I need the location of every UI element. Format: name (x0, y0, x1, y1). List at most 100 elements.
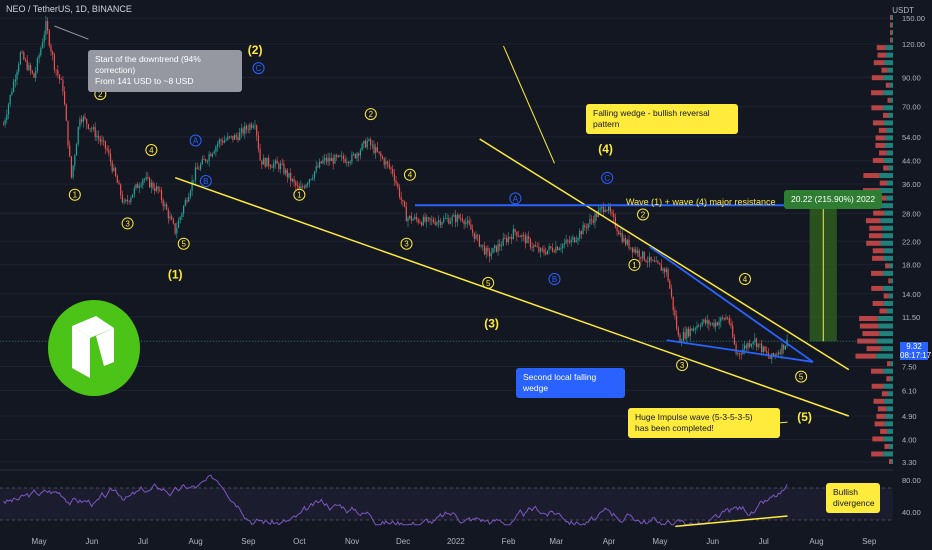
candle-body (218, 139, 220, 144)
candle-body (642, 251, 644, 259)
candle-body (184, 200, 186, 207)
candle-body (206, 160, 209, 162)
volume-bar (871, 451, 884, 457)
candle-body (177, 220, 180, 228)
candle-body (436, 222, 438, 225)
time-tick: Mar (549, 537, 563, 546)
candle-body (529, 238, 532, 248)
time-axis[interactable]: May Jun Jul Aug Sep Oct Nov Dec 2022 Feb Mar Apr May… (32, 537, 877, 546)
candle-body (121, 195, 124, 203)
candle-body (548, 246, 550, 251)
candle-body (660, 264, 662, 271)
candle-body (710, 323, 712, 325)
rsi-line (3, 474, 788, 526)
candle-body (485, 248, 487, 255)
candle-body (402, 199, 404, 202)
candle-body (36, 58, 39, 71)
candle-body (130, 197, 132, 202)
candle-body (443, 218, 445, 223)
candle-body (62, 79, 64, 92)
candle-body (176, 227, 178, 234)
volume-bar (872, 300, 884, 306)
candle-body (315, 166, 317, 172)
candle-body (400, 196, 402, 200)
candle-body (589, 219, 591, 224)
candle-body (392, 168, 394, 174)
volume-bar (886, 150, 893, 156)
candle-body (191, 180, 193, 191)
candle-body (693, 328, 695, 331)
volume-bar (890, 15, 892, 20)
volume-bar (882, 233, 893, 239)
candle-body (354, 153, 356, 159)
volume-bar (883, 248, 893, 254)
wave-label: 3 (404, 240, 409, 249)
candle-body (562, 244, 564, 249)
candle-body (738, 353, 741, 355)
candle-body (118, 182, 120, 185)
volume-bar (880, 240, 893, 246)
volume-bar (887, 180, 893, 186)
candle-body (468, 220, 470, 225)
candle-body (264, 158, 266, 167)
candle-body (242, 128, 244, 134)
price-axis[interactable]: 150.00 120.00 90.00 70.00 54.00 44.00 36.00 28.… (902, 14, 925, 517)
volume-bar (874, 421, 885, 427)
candle-body (75, 143, 78, 156)
candle-body (390, 167, 392, 169)
candle-body (764, 346, 766, 352)
abc-label: C (604, 174, 610, 183)
candle-body (667, 269, 669, 281)
volume-bar (862, 331, 880, 337)
candle-body (628, 239, 630, 249)
candle-body (137, 184, 139, 188)
candle-body (332, 158, 334, 164)
candle-body (155, 186, 158, 191)
price-tick: 6.10 (902, 387, 917, 396)
price-tick: 120.00 (902, 40, 925, 49)
candle-body (147, 176, 149, 178)
candle-body (92, 127, 95, 130)
candle-body (723, 318, 725, 320)
candle-body (179, 216, 181, 221)
candle-body (470, 224, 472, 230)
candle-body (167, 209, 169, 219)
candle-body (638, 250, 640, 257)
candle-body (502, 238, 504, 246)
candle-body (495, 245, 498, 252)
volume-bar (875, 142, 886, 148)
candle-body (679, 335, 681, 342)
candle-body (364, 140, 367, 148)
volume-bar (885, 263, 890, 269)
candle-body (557, 246, 559, 251)
price-tick: 54.00 (902, 133, 921, 142)
candle-body (225, 139, 227, 141)
bullish-callout: Bullish divergence (826, 483, 880, 513)
candle-body (398, 187, 401, 197)
candle-body (116, 176, 118, 183)
candle-body (570, 239, 572, 243)
candle-body (227, 136, 229, 140)
candle-body (291, 179, 294, 182)
wave-circle (68, 188, 81, 201)
candle-body (749, 343, 751, 347)
candle-body (733, 336, 736, 345)
candle-body (426, 217, 428, 222)
candle-body (725, 317, 727, 320)
volume-bar (880, 428, 888, 434)
candle-body (747, 343, 749, 348)
volume-bar (890, 97, 893, 103)
candle-body (774, 354, 776, 356)
volume-bar (888, 112, 893, 118)
volume-bar (886, 406, 893, 412)
volume-bar (884, 443, 890, 449)
candle-body (7, 104, 10, 115)
wave-label: 1 (297, 191, 302, 200)
candle-body (283, 163, 285, 174)
candle-body (186, 200, 188, 202)
time-tick: Apr (603, 537, 616, 546)
candle-body (308, 179, 311, 184)
candle-body (608, 206, 610, 211)
candle-body (312, 177, 314, 179)
